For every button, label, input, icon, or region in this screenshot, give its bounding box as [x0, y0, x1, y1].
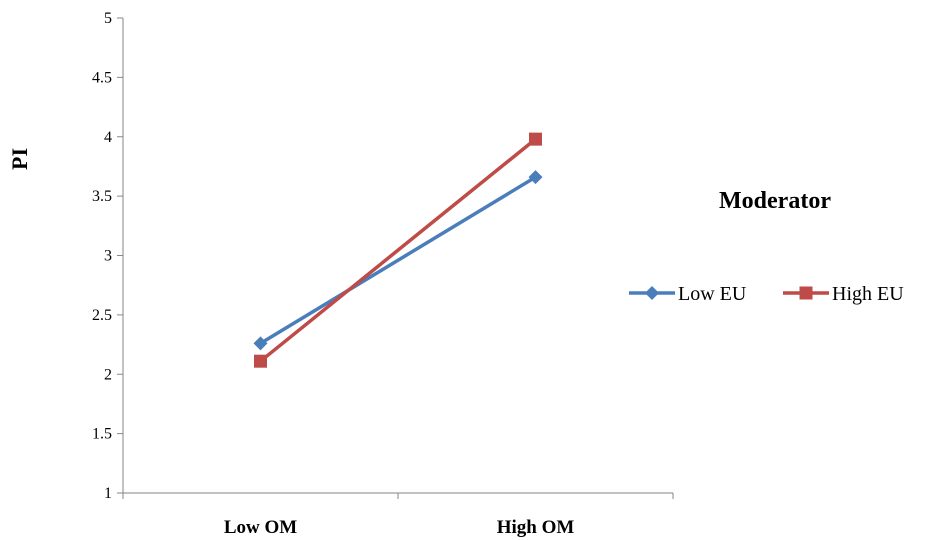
y-tick-label: 1 [104, 485, 112, 502]
y-tick-label: 1.5 [92, 426, 112, 443]
data-point [528, 170, 543, 185]
x-category-label: High OM [497, 517, 575, 538]
x-category-label: Low OM [224, 517, 297, 538]
y-tick-label: 4 [104, 129, 112, 146]
data-point [529, 132, 542, 146]
y-tick-label: 2 [104, 366, 112, 383]
legend-items: Low EU High EU [629, 283, 904, 305]
y-tick-label: 2.5 [92, 307, 112, 324]
legend-item: High EU [783, 283, 904, 305]
series-layer [253, 132, 543, 368]
legend-item: Low EU [629, 283, 747, 305]
series-low-eu [253, 170, 543, 351]
legend-marker [799, 286, 813, 300]
y-tick-label: 3.5 [92, 188, 112, 205]
legend-title: Moderator [719, 188, 831, 214]
series-high-eu [254, 132, 542, 368]
legend-label: High EU [832, 283, 904, 305]
legend-label: Low EU [678, 283, 747, 305]
legend-marker [645, 286, 659, 300]
data-point [253, 336, 268, 351]
y-axis-ticks: 1 1.5 2 2.5 3 3.5 4 4.5 5 [92, 10, 123, 502]
y-tick-label: 5 [104, 10, 112, 27]
data-point [254, 354, 267, 368]
series-line [259, 137, 537, 363]
x-axis-categories: Low OM High OM [122, 493, 674, 538]
y-axis-label: PI [7, 148, 32, 170]
axes [122, 18, 673, 494]
legend: Moderator Low EU High EU [629, 188, 904, 305]
y-tick-label: 4.5 [92, 69, 112, 86]
series-line [259, 175, 537, 345]
y-tick-label: 3 [104, 248, 112, 265]
